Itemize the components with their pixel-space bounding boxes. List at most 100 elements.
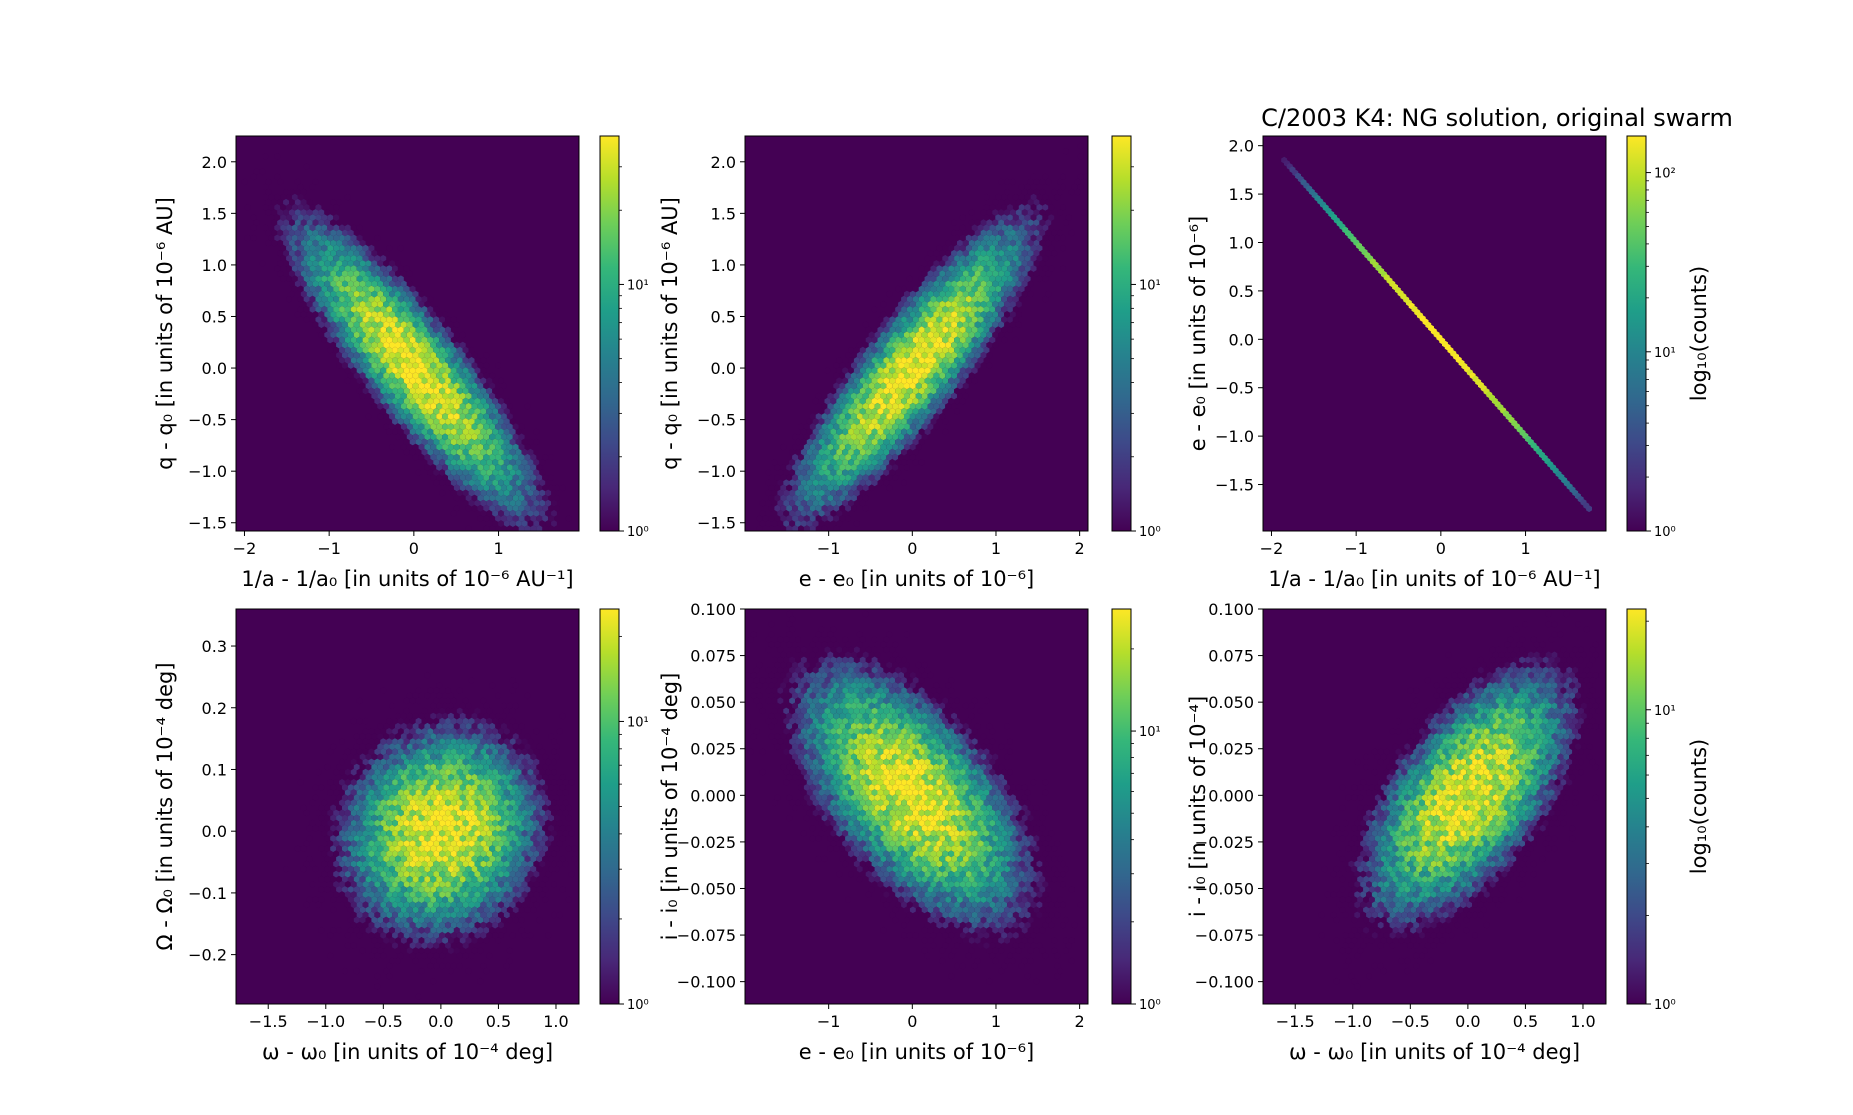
hex-bin [833, 601, 839, 608]
x-tick-label: −1.0 [306, 1012, 345, 1031]
subplot-2: −1 0 1 2 −1.5 −1.0 −0.5 0.0 0.5 1.0 1.5 2.0 e - e₀ [… [658, 136, 1161, 591]
y-tick-label: −0.5 [188, 411, 227, 430]
x-tick-label: −2 [1260, 539, 1284, 558]
y-tick-label: 0.5 [711, 307, 736, 326]
hex-bin [1090, 173, 1096, 180]
colorbar: 10⁰ 10¹ [600, 136, 649, 540]
colorbar-tick-label: 10¹ [627, 715, 649, 730]
hex-bin [798, 536, 804, 543]
colorbar-gradient [600, 609, 619, 1004]
x-tick-label: 1 [493, 539, 503, 558]
hex-bin [583, 536, 589, 543]
y-tick-label: 2.0 [202, 153, 227, 172]
y-tick-label: 0.5 [1229, 282, 1254, 301]
y-tick-label: 0.5 [202, 307, 227, 326]
y-tick-label: −0.5 [1215, 379, 1254, 398]
x-axis-label: 1/a - 1/a₀ [in units of 10⁻⁶ AU⁻¹] [1268, 567, 1600, 591]
y-tick-label: −1.0 [697, 462, 736, 481]
x-axis-label: ω - ω₀ [in units of 10⁻⁴ deg] [262, 1040, 553, 1064]
y-tick-label: −1.0 [1215, 427, 1254, 446]
colorbar-gradient [1627, 136, 1646, 531]
x-tick-label: 1.0 [543, 1012, 568, 1031]
colorbar-tick-label: 10⁰ [1654, 525, 1676, 540]
y-tick-label: −0.5 [697, 411, 736, 430]
y-tick-label: 0.1 [202, 760, 227, 779]
hex-bin [786, 536, 792, 543]
x-tick-label: 0 [409, 539, 419, 558]
x-tick-label: 0.5 [486, 1012, 511, 1031]
y-axis-label: q - q₀ [in units of 10⁻⁶ AU] [153, 197, 177, 470]
y-tick-label: 1.0 [202, 256, 227, 275]
y-tick-label: 0.2 [202, 699, 227, 718]
x-tick-label: 0 [907, 539, 917, 558]
colorbar: 10⁰ 10¹ [1112, 136, 1161, 540]
hex-bin [536, 536, 542, 543]
y-tick-label: −0.2 [188, 946, 227, 965]
y-tick-label: −1.5 [1215, 476, 1254, 495]
y-tick-label: −0.1 [188, 884, 227, 903]
colorbar: 10⁰ 10¹ 10² log₁₀(counts) [1627, 136, 1711, 540]
hex-bin [736, 657, 742, 664]
hex-bin [780, 536, 786, 543]
subplot-1: −2 −1 0 1 −1.5 −1.0 −0.5 0.0 0.5 1.0 1.5 2.0 1/a - 1… [153, 136, 649, 591]
colorbar-gradient [600, 136, 619, 531]
hex-bin [1090, 194, 1096, 201]
colorbar-tick-label: 10² [1654, 167, 1676, 182]
y-axis-label: e - e₀ [in units of 10⁻⁶] [1186, 216, 1210, 452]
y-tick-label: 2.0 [711, 153, 736, 172]
y-tick-label: 0.0 [202, 822, 227, 841]
hex-bin [581, 830, 587, 837]
y-tick-label: 0.3 [202, 637, 227, 656]
subplot-3: −2 −1 0 1 −1.5 −1.0 −0.5 0.0 0.5 1.0 1.5 2.0 1/a - 1… [1186, 136, 1711, 591]
colorbar-label: log₁₀(counts) [1687, 266, 1711, 401]
x-tick-label: −2 [233, 539, 257, 558]
y-tick-label: 0.0 [1229, 330, 1254, 349]
y-tick-label: 1.5 [1229, 185, 1254, 204]
y-axis-label: q - q₀ [in units of 10⁻⁶ AU] [658, 197, 682, 470]
hex-bin [739, 515, 745, 522]
y-tick-label: 0.0 [711, 359, 736, 378]
colorbar-tick-label: 10¹ [627, 278, 649, 293]
x-tick-label: −1.5 [249, 1012, 288, 1031]
x-tick-label: −1 [1344, 539, 1368, 558]
hex-bin [513, 536, 519, 543]
y-tick-label: 0.0 [202, 359, 227, 378]
hex-bin [542, 536, 548, 543]
y-tick-label: 1.0 [711, 256, 736, 275]
colorbar-tick-label: 10¹ [1139, 278, 1161, 293]
x-tick-label: 2 [1075, 539, 1085, 558]
colorbar-gradient [1112, 136, 1131, 531]
hex-bin [586, 861, 592, 868]
hex-bin [581, 748, 587, 755]
colorbar: 10⁰ 10¹ [600, 609, 649, 1013]
colorbar-tick-label: 10⁰ [1139, 525, 1161, 540]
x-tick-label: 0 [1436, 539, 1446, 558]
y-tick-label: −1.5 [697, 514, 736, 533]
y-tick-label: −1.0 [188, 462, 227, 481]
y-tick-label: 1.0 [1229, 233, 1254, 252]
y-tick-label: 1.5 [711, 204, 736, 223]
x-axis-label: 1/a - 1/a₀ [in units of 10⁻⁶ AU⁻¹] [241, 567, 573, 591]
y-tick-label: 1.5 [202, 204, 227, 223]
x-tick-label: −1 [317, 539, 341, 558]
y-axis-label: Ω - Ω₀ [in units of 10⁻⁴ deg] [153, 662, 177, 950]
hex-bin [763, 601, 769, 608]
hex-bin [769, 536, 775, 543]
hex-bin [525, 536, 531, 543]
y-tick-label: 2.0 [1229, 137, 1254, 156]
colorbar-tick-label: 10⁰ [627, 998, 649, 1013]
x-tick-label: −1 [817, 539, 841, 558]
x-tick-label: 1 [1520, 539, 1530, 558]
y-tick-label: −1.5 [188, 514, 227, 533]
hex-bin [774, 536, 780, 543]
x-tick-label: 1 [991, 539, 1001, 558]
colorbar-tick-label: 10⁰ [627, 525, 649, 540]
colorbar-tick-label: 10¹ [1654, 346, 1676, 361]
hex-bin [751, 536, 757, 543]
x-axis-label: e - e₀ [in units of 10⁻⁶] [799, 567, 1035, 591]
hex-bin [792, 536, 798, 543]
hex-bin [530, 536, 536, 543]
